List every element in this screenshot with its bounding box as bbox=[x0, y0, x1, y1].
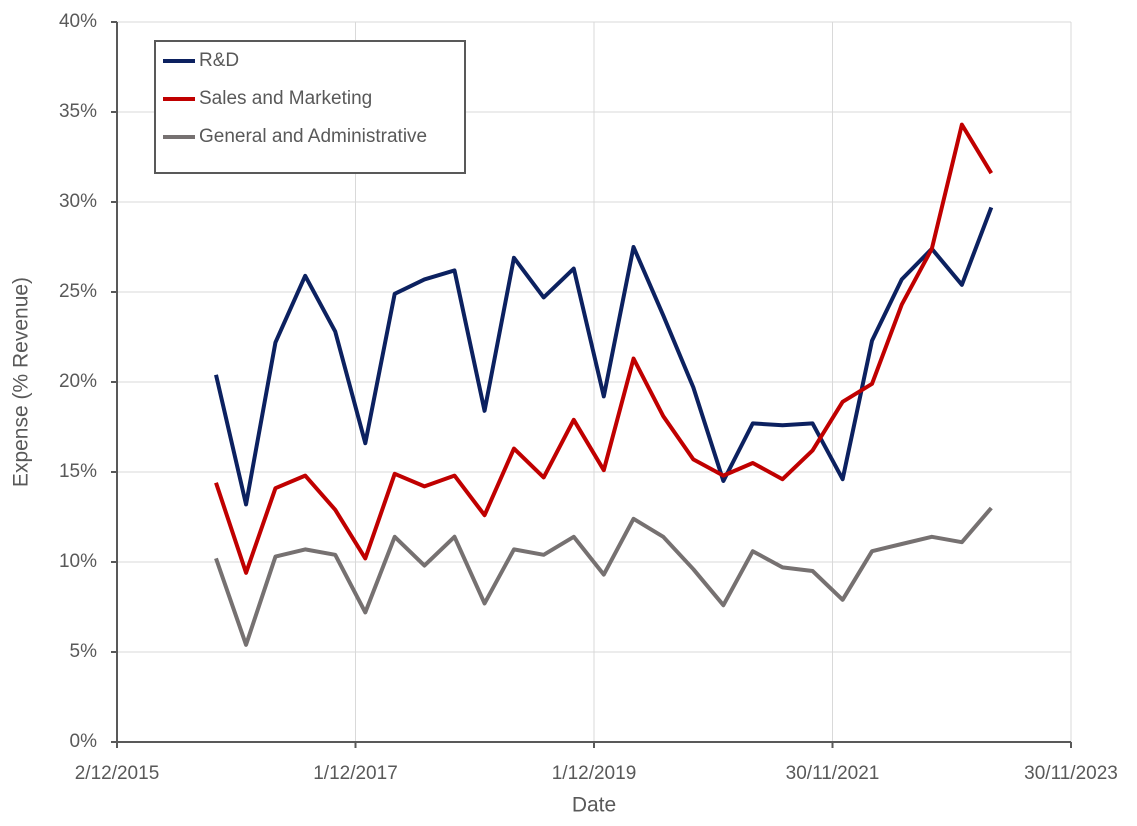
x-axis-label: Date bbox=[572, 794, 616, 817]
y-tick-label: 40% bbox=[59, 11, 97, 32]
x-tick-label: 30/11/2023 bbox=[1024, 763, 1118, 784]
data-line bbox=[214, 122, 993, 575]
y-tick-label: 0% bbox=[70, 731, 98, 752]
x-tick-label: 1/12/2019 bbox=[552, 763, 637, 784]
y-tick-label: 20% bbox=[59, 371, 97, 392]
y-tick-label: 15% bbox=[59, 461, 97, 482]
legend-label: General and Administrative bbox=[199, 126, 427, 147]
data-line bbox=[214, 206, 994, 507]
y-tick-label: 30% bbox=[59, 191, 97, 212]
data-line bbox=[214, 506, 993, 647]
legend-label: Sales and Marketing bbox=[199, 88, 372, 109]
y-tick-label: 5% bbox=[70, 641, 98, 662]
legend-label: R&D bbox=[199, 50, 239, 71]
x-tick-label: 30/11/2021 bbox=[786, 763, 880, 784]
y-tick-label: 10% bbox=[59, 551, 97, 572]
y-axis-label: Expense (% Revenue) bbox=[10, 277, 33, 487]
x-tick-label: 1/12/2017 bbox=[313, 763, 398, 784]
legend-box bbox=[154, 40, 466, 174]
y-tick-label: 25% bbox=[59, 281, 97, 302]
x-tick-label: 2/12/2015 bbox=[75, 763, 160, 784]
y-tick-label: 35% bbox=[59, 101, 97, 122]
